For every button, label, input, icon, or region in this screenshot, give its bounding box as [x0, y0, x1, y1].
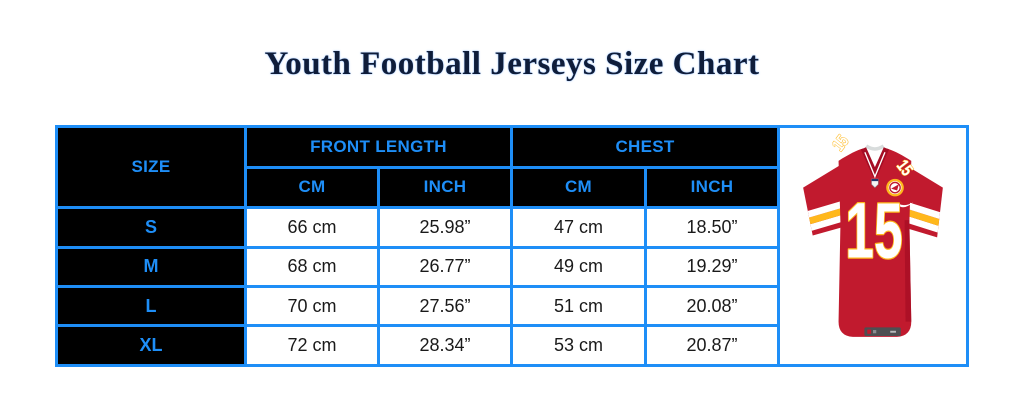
front-length-cm-value: 68 cm	[244, 245, 380, 289]
jersey-shoulder-number-left: 15	[828, 132, 853, 155]
column-header-size: SIZE	[55, 124, 247, 210]
subheader-front-length-cm: CM	[244, 165, 380, 210]
table-row-s: S 66 cm 25.98” 47 cm 18.50”	[55, 206, 968, 249]
subheader-chest-inch: INCH	[644, 165, 781, 210]
size-label: L	[55, 284, 247, 328]
chest-cm-value: 53 cm	[510, 324, 648, 367]
front-length-cm-value: 70 cm	[244, 284, 380, 328]
chest-inch-value: 18.50”	[644, 206, 781, 249]
page-title: Youth Football Jerseys Size Chart	[264, 46, 760, 82]
size-label: M	[55, 245, 247, 289]
subheader-front-length-inch: INCH	[376, 165, 514, 210]
front-length-inch-value: 26.77”	[376, 245, 514, 289]
collar-piping	[864, 151, 886, 179]
header-row-units: CM INCH CM INCH	[57, 165, 968, 210]
header-row-groups: SIZE FRONT LENGTH CHEST	[55, 124, 970, 367]
jersey-front-number: 15	[845, 186, 902, 274]
nfl-shield-icon	[871, 178, 879, 189]
chest-cm-value: 49 cm	[510, 245, 648, 289]
front-length-inch-value: 25.98”	[376, 206, 514, 249]
front-length-cm-value: 72 cm	[244, 324, 380, 367]
nike-swoosh-icon	[898, 202, 914, 208]
size-label: S	[55, 206, 247, 249]
chest-inch-value: 19.29”	[644, 245, 781, 289]
front-length-inch-value: 28.34”	[376, 324, 514, 367]
chest-cm-value: 47 cm	[510, 206, 648, 249]
size-chart-table: SIZE FRONT LENGTH CHEST	[55, 124, 970, 367]
team-patch-icon	[886, 178, 904, 197]
inner-collar	[865, 144, 885, 151]
jersey-jock-tag	[864, 327, 901, 336]
chest-inch-value: 20.08”	[644, 284, 781, 328]
chest-cm-value: 51 cm	[510, 284, 648, 328]
column-header-front-length: FRONT LENGTH	[243, 125, 514, 169]
table-row-xl: XL 72 cm 28.34” 53 cm 20.87”	[55, 324, 968, 367]
size-label: XL	[55, 324, 247, 367]
table-row-l: L 70 cm 27.56” 51 cm 20.08”	[55, 284, 968, 328]
side-mesh-panel	[904, 220, 912, 322]
front-length-cm-value: 66 cm	[244, 206, 380, 249]
table-row-m: M 68 cm 26.77” 49 cm 19.29”	[55, 245, 968, 289]
front-length-inch-value: 27.56”	[376, 284, 514, 328]
jersey-image: 15 15 15	[803, 132, 943, 337]
chest-inch-value: 20.87”	[644, 324, 781, 367]
column-header-chest: CHEST	[510, 125, 781, 169]
subheader-chest-cm: CM	[510, 165, 648, 210]
jersey-photo-cell: 15 15 15	[777, 125, 970, 367]
